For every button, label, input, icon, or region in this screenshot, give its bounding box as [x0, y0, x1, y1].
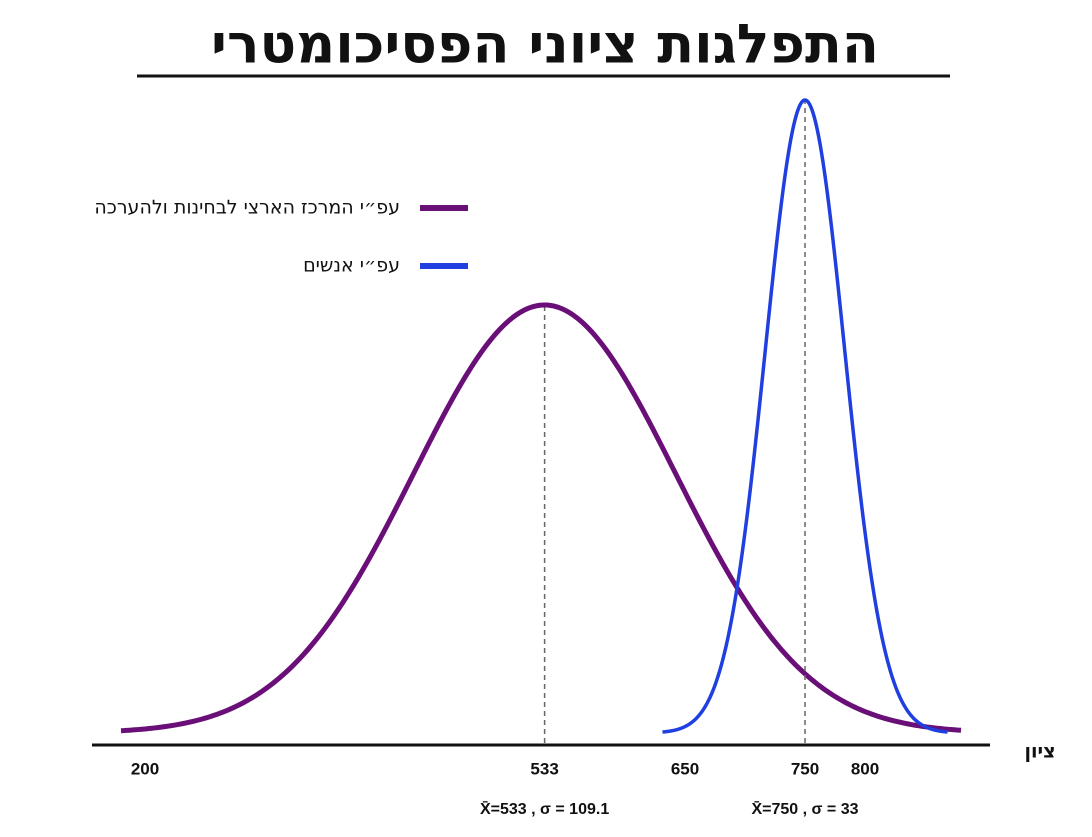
chart-title: התפלגות ציוני הפסיכומטרי: [211, 13, 879, 76]
x-tick-label: 750: [791, 759, 819, 778]
stat-label: X̄=750 , σ = 33: [751, 799, 858, 818]
x-tick-label: 800: [851, 759, 879, 778]
x-tick-label: 533: [530, 759, 558, 778]
x-tick-label: 650: [671, 759, 699, 778]
legend-label: עפ״י אנשים: [303, 255, 400, 277]
distribution-curve: [120, 302, 962, 734]
x-tick-label: 200: [131, 759, 159, 778]
stat-label: X̄=533 , σ = 109.1: [480, 799, 609, 818]
distribution-curve: [662, 98, 948, 734]
legend-label: עפ״י המרכז הארצי לבחינות ולהערכה: [94, 197, 400, 219]
x-axis-label: ציון: [1024, 741, 1055, 763]
